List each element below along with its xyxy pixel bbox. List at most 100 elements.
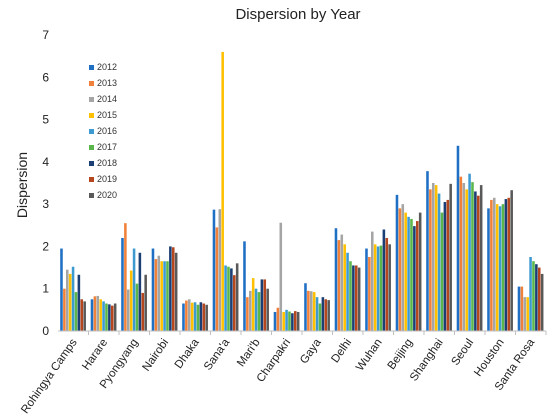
bar (233, 275, 236, 331)
x-category-label: Rohingya Camps (19, 337, 80, 416)
y-tick-label: 7 (42, 28, 49, 42)
bar (538, 267, 541, 331)
y-axis-ticks: 0 1 2 3 4 5 6 7 (42, 28, 49, 338)
bar (346, 252, 349, 331)
y-axis-label: Dispersion (14, 152, 30, 218)
bar (498, 206, 502, 331)
bar (63, 288, 66, 331)
legend-label: 2015 (97, 110, 117, 120)
bar (477, 195, 480, 331)
y-tick-label: 0 (42, 324, 49, 338)
bar (404, 212, 407, 331)
bar (124, 223, 127, 331)
bar (334, 228, 338, 331)
legend-swatch (89, 145, 94, 150)
x-category-label: Seoul (450, 337, 477, 368)
bar (174, 252, 178, 331)
bars-layer (60, 51, 544, 331)
bar (190, 302, 194, 331)
bar (371, 231, 374, 331)
bar (462, 183, 466, 331)
bar (285, 309, 288, 331)
y-tick-label: 5 (42, 113, 49, 127)
legend-label: 2012 (97, 62, 117, 72)
x-category-label: Sana'a (202, 336, 233, 372)
bar (471, 182, 474, 331)
legend-label: 2019 (97, 174, 117, 184)
x-category-label: Beijing (386, 337, 416, 372)
bar (318, 303, 322, 331)
bar (432, 183, 435, 331)
bar (60, 248, 63, 331)
bar (352, 265, 355, 331)
bar (83, 301, 86, 331)
bar (459, 176, 463, 331)
bar (160, 261, 163, 331)
bar (520, 286, 524, 331)
x-category-label: Wuhan (354, 337, 385, 374)
bar (182, 303, 185, 331)
legend-swatch (89, 65, 94, 70)
x-category-label: Mari'b (235, 337, 263, 369)
bar (434, 185, 438, 331)
y-tick-label: 4 (42, 155, 49, 169)
bar (296, 311, 300, 331)
bar (337, 240, 341, 331)
bar (199, 302, 203, 331)
bar (282, 311, 285, 331)
bar (349, 261, 352, 331)
bar (340, 234, 344, 331)
bar (304, 283, 307, 331)
legend-swatch (89, 193, 94, 198)
bar (74, 292, 78, 331)
bar (385, 237, 389, 331)
bar (202, 303, 206, 331)
bar (474, 191, 477, 331)
legend-swatch (89, 113, 94, 118)
bar (540, 273, 544, 331)
bar (413, 226, 416, 331)
bar (90, 299, 94, 331)
bar (279, 222, 283, 331)
bar (127, 289, 130, 331)
bar (96, 295, 100, 331)
legend-swatch (89, 161, 94, 166)
bar (443, 202, 447, 331)
bar (535, 264, 538, 331)
bar (468, 173, 471, 331)
bar (166, 261, 169, 331)
bar (121, 237, 124, 331)
bar (507, 197, 511, 331)
bar (376, 246, 380, 331)
bar (212, 209, 216, 331)
bar (193, 302, 197, 331)
bar (132, 248, 136, 331)
bar (105, 303, 108, 331)
legend: 2012 2013 2014 2015 2016 2017 2018 2019 2020 (89, 62, 117, 200)
bar (163, 261, 166, 331)
bar (510, 190, 513, 331)
bar (395, 194, 399, 331)
y-tick-label: 1 (42, 282, 49, 296)
bar (365, 248, 368, 331)
x-category-label: Delhi (329, 337, 354, 365)
bar (495, 204, 499, 331)
bar (368, 257, 371, 331)
bar (185, 300, 188, 331)
bar (254, 288, 258, 331)
bar (449, 183, 452, 331)
bar (355, 265, 358, 331)
bar (429, 189, 432, 331)
bar (246, 297, 249, 331)
bar (273, 311, 277, 331)
legend-label: 2013 (97, 78, 117, 88)
bar (517, 286, 521, 331)
x-category-label: Harare (80, 337, 110, 373)
bar (501, 204, 505, 331)
bar (382, 229, 386, 331)
y-tick-label: 3 (42, 197, 49, 211)
x-category-label: Dhaka (173, 336, 202, 371)
bar (504, 199, 508, 331)
